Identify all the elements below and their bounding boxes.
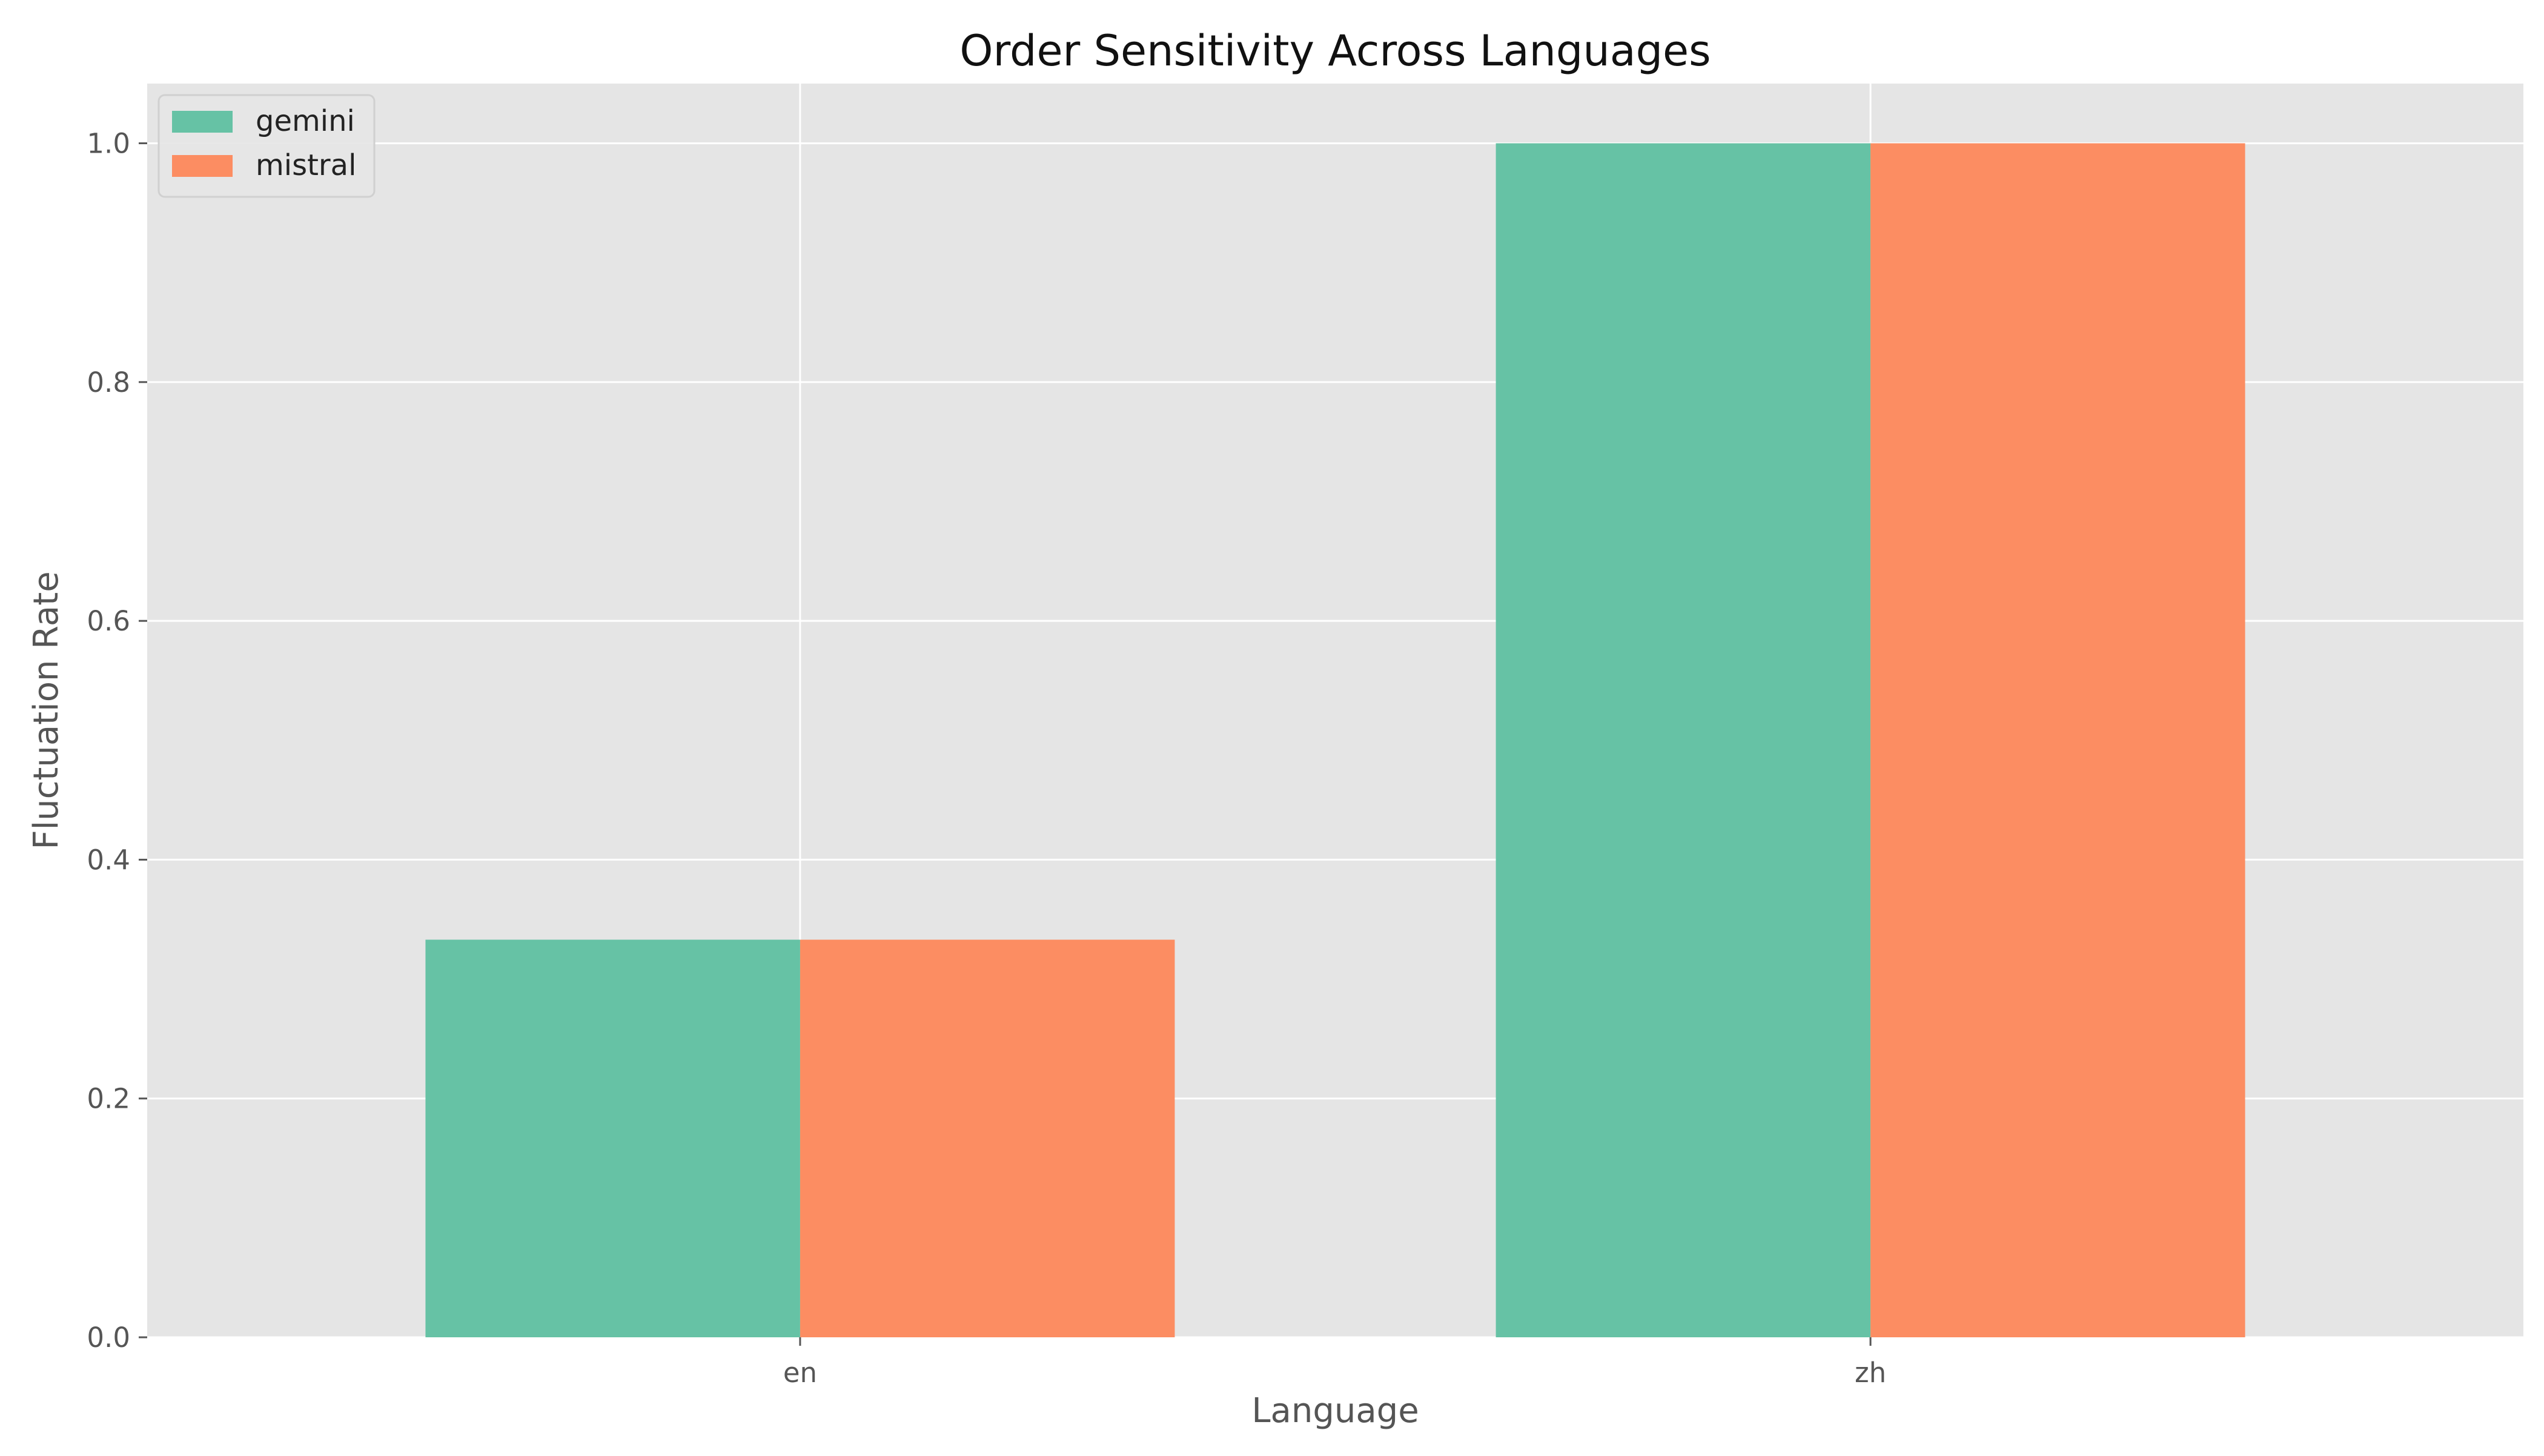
bar-mistral-en[interactable] — [800, 939, 1175, 1337]
bar-gemini-en[interactable] — [425, 939, 800, 1337]
y-tick-label: 0.4 — [87, 844, 130, 876]
axis-ticks: 0.0 0.2 0.4 0.6 0.8 1.0 en zh — [87, 128, 1886, 1389]
bars — [425, 143, 2245, 1338]
legend-swatch-gemini — [172, 111, 233, 133]
legend-label-gemini: gemini — [256, 104, 355, 138]
legend-label-mistral: mistral — [256, 148, 356, 182]
legend[interactable]: gemini mistral — [157, 94, 376, 198]
y-tick-label: 0.0 — [87, 1322, 130, 1354]
y-axis-label: Fluctuation Rate — [27, 571, 66, 849]
y-tick-label: 1.0 — [87, 128, 130, 160]
y-tick-label: 0.6 — [87, 605, 130, 637]
y-tick-label: 0.8 — [87, 366, 130, 399]
legend-swatch-mistral — [172, 155, 233, 177]
chart-title: Order Sensitivity Across Languages — [959, 26, 1711, 76]
bar-gemini-zh[interactable] — [1496, 143, 1871, 1338]
y-tick-label: 0.2 — [87, 1083, 130, 1115]
x-tick-label: en — [783, 1357, 817, 1389]
x-tick-label: zh — [1855, 1357, 1886, 1389]
bar-mistral-zh[interactable] — [1870, 143, 2245, 1338]
x-axis-label: Language — [1251, 1391, 1419, 1431]
